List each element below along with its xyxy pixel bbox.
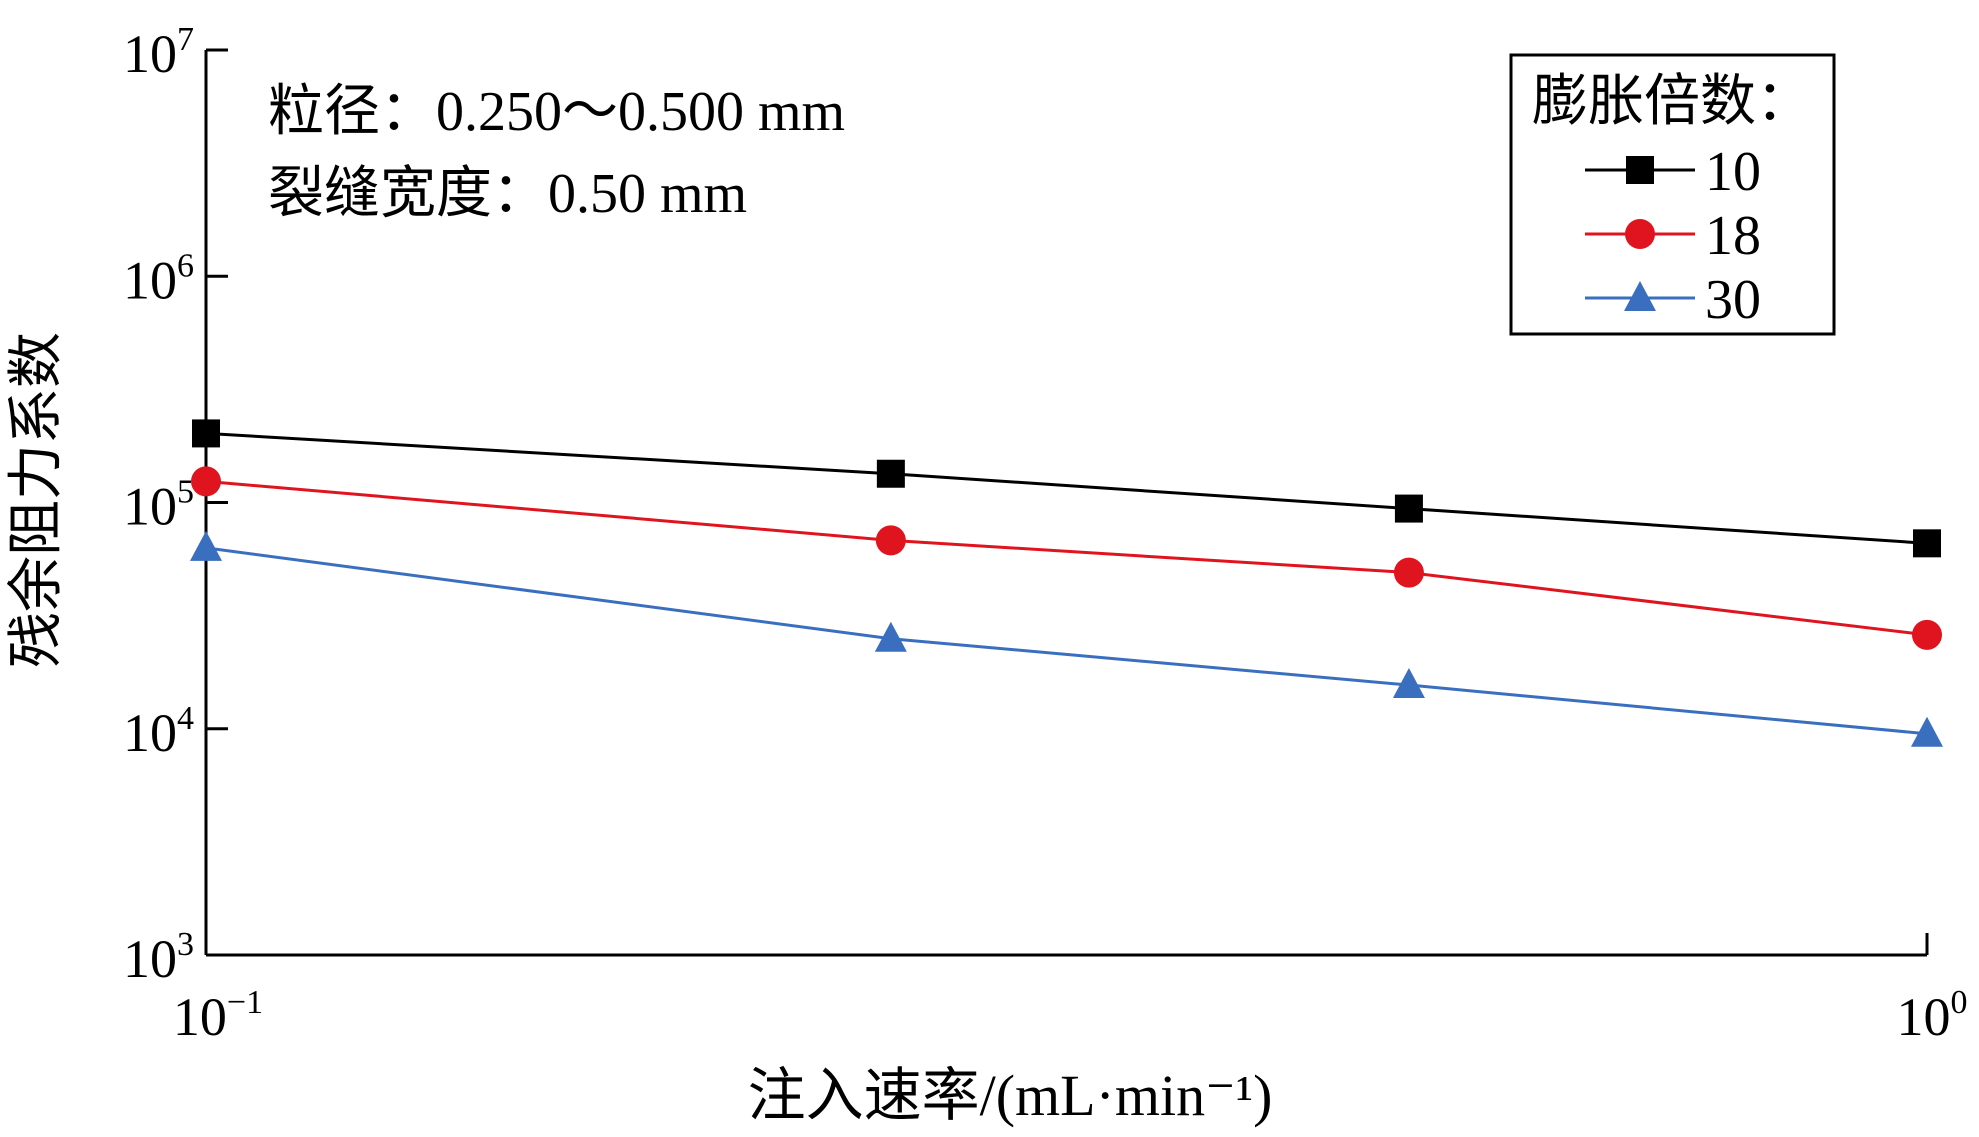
x-tick-label: 10−1 <box>173 984 263 1047</box>
data-point-18 <box>1393 557 1424 588</box>
data-point-30 <box>1911 716 1943 747</box>
legend-box <box>1509 53 1836 336</box>
legend-marker-18 <box>1625 219 1655 249</box>
annotation-fracture-width: 裂缝宽度：0.50 mm <box>268 163 747 225</box>
x-tick-label: 100 <box>1897 984 1968 1047</box>
data-point-30 <box>874 621 907 652</box>
annotation-particle-size: 粒径：0.250～0.500 mm <box>268 81 845 143</box>
data-point-18 <box>875 525 906 556</box>
y-tick-label: 103 <box>123 926 194 989</box>
series-line-10 <box>205 431 1928 545</box>
data-point-10 <box>1913 529 1941 558</box>
y-tick-label: 106 <box>123 247 194 310</box>
y-tick-label: 107 <box>123 21 194 84</box>
data-point-18 <box>1912 619 1942 650</box>
y-tick-label: 105 <box>123 474 194 537</box>
data-point-10 <box>192 419 220 448</box>
legend-label-18: 18 <box>1705 205 1761 267</box>
data-point-10 <box>876 459 905 488</box>
series-30 <box>190 530 1943 747</box>
series-line-30 <box>205 546 1928 736</box>
legend-marker-10 <box>1626 156 1654 184</box>
axes: 103 104 105 106 107 10−1 100 <box>123 21 1968 1047</box>
data-point-30 <box>1392 668 1425 699</box>
series-18 <box>191 466 1942 650</box>
series-10 <box>192 419 1941 558</box>
data-point-18 <box>191 466 221 497</box>
x-axis-label: 注入速率/(mL·min⁻¹) <box>748 1063 1273 1128</box>
legend-label-10: 10 <box>1705 141 1761 203</box>
y-tick-label: 104 <box>123 700 194 763</box>
data-point-10 <box>1394 494 1423 523</box>
y-axis-label: 残余阻力系数 <box>6 332 68 668</box>
series-line-18 <box>205 479 1928 637</box>
series-group <box>190 419 1943 747</box>
data-point-30 <box>190 530 222 561</box>
legend-title: 膨胀倍数： <box>1532 71 1812 133</box>
legend-label-30: 30 <box>1705 269 1761 331</box>
legend-marker-30 <box>1624 281 1656 311</box>
